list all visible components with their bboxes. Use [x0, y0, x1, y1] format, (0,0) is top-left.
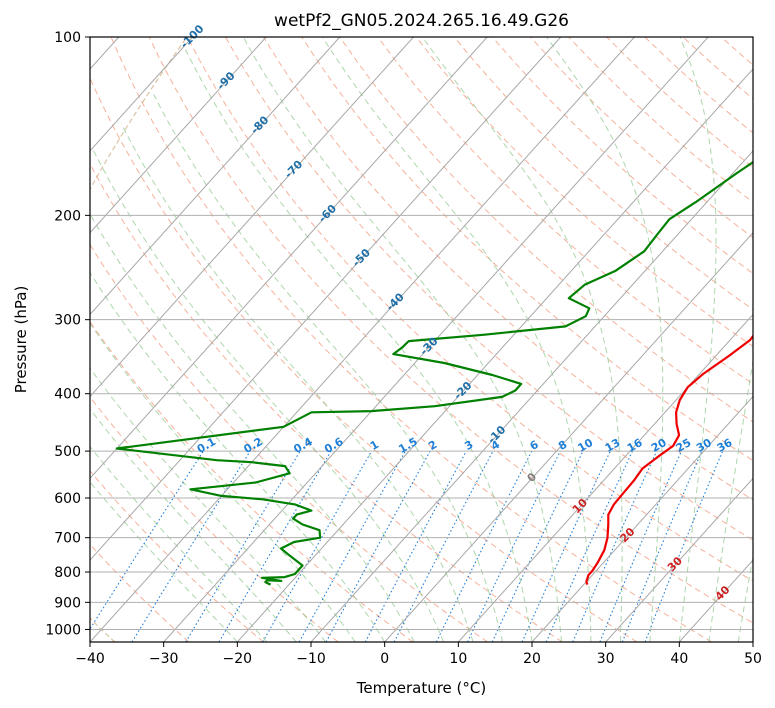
mixing-ratio-line: [90, 450, 204, 630]
temperature-profile-line: [585, 334, 753, 585]
x-tick-label: 50: [744, 651, 762, 667]
moist-adiabat-line: [708, 358, 753, 642]
pressure-grid: [90, 37, 753, 630]
isotherm-line: [90, 37, 267, 234]
y-tick-label: 400: [54, 387, 81, 403]
x-axis-title: Temperature (°C): [356, 679, 486, 697]
moist-adiabat-line: [90, 322, 356, 642]
x-tick-label: −10: [296, 651, 326, 667]
mixing-ratio-line: [621, 450, 703, 642]
mixing-ratio-line: [572, 450, 658, 642]
profile-series: [115, 160, 753, 586]
x-tick-label: −20: [223, 651, 253, 667]
moist-adiabat-line: [90, 367, 327, 642]
dry-adiabat-line: [90, 543, 190, 642]
dry-adiabat-line: [377, 37, 753, 385]
dry-adiabat-line: [415, 37, 753, 348]
mixing-ratio-line: [599, 450, 682, 642]
y-tick-label: 700: [54, 531, 81, 547]
mixing-ratio-line: [364, 450, 467, 642]
x-tick-label: −30: [149, 651, 179, 667]
dewpoint-profile-line: [115, 160, 753, 586]
isotherm-line: [457, 313, 753, 642]
dry-adiabat-line: [90, 396, 339, 642]
isotherm-line: [752, 641, 753, 642]
y-tick-label: 900: [54, 595, 81, 611]
y-tick-label: 600: [54, 491, 81, 507]
dry-adiabat-line: [90, 162, 563, 642]
mixing-ratio-line: [644, 450, 724, 642]
x-tick-label: −40: [75, 651, 105, 667]
isotherm-line: [310, 150, 753, 642]
moist-adiabat-line: [546, 37, 664, 642]
x-tick-label: 20: [523, 651, 541, 667]
y-tick-label: 300: [54, 313, 81, 329]
isotherm-line: [90, 37, 414, 398]
dry-adiabat-line: [90, 470, 264, 642]
chart-title: wetPf2_GN05.2024.265.16.49.G26: [274, 11, 569, 31]
mixing-ratio-line: [298, 450, 406, 642]
dry-adiabat-line: [148, 37, 753, 624]
mixing-ratio-line: [325, 450, 431, 642]
y-tick-label: 100: [54, 30, 81, 46]
moist-adiabat-line: [242, 37, 562, 642]
dry-adiabat-line: [110, 37, 712, 642]
moist-adiabat-line: [90, 408, 297, 642]
moist-adiabat-line: [678, 37, 717, 642]
moist-adiabat-line: [90, 271, 386, 642]
isotherm-line: [90, 37, 193, 152]
isotherm-line: [384, 232, 753, 642]
isotherm-line: [90, 37, 488, 480]
dry-adiabat-line: [90, 243, 488, 642]
y-axis-title: Pressure (hPa): [12, 286, 30, 394]
isotherm-line: [605, 477, 753, 642]
isotherm-line: [236, 68, 753, 642]
dry-adiabat-line: [453, 37, 753, 311]
moist-adiabat-line: [120, 123, 474, 642]
dry-adiabat-line: [759, 37, 775, 642]
moist-adiabat-line: [90, 481, 238, 642]
y-tick-label: 200: [54, 208, 81, 224]
isotherm-line: [90, 37, 635, 642]
mixing-ratio-line: [435, 450, 533, 642]
y-tick-label: 800: [54, 565, 81, 581]
mixing-ratio-line: [545, 450, 633, 642]
y-tick-label: 1000: [45, 622, 81, 638]
x-tick-label: 40: [670, 651, 688, 667]
isotherm-line: [90, 37, 562, 561]
x-tick-label: 30: [597, 651, 615, 667]
x-tick-label: 0: [380, 651, 389, 667]
plot-frame: [89, 36, 754, 643]
moist-adiabat-line: [185, 49, 533, 642]
moist-adiabat-line: [90, 212, 415, 642]
isotherm-line: [90, 37, 341, 316]
isotherm-line: [531, 395, 753, 642]
x-tick-label: 10: [449, 651, 467, 667]
moist-adiabat-line: [421, 37, 623, 642]
moist-adiabat-line: [322, 37, 592, 642]
y-tick-label: 500: [54, 444, 81, 460]
moist-adiabat-line: [737, 554, 753, 642]
axis-ticks: −40 −30 −20 −10 0 10 20 30 40 50 100 200 300 400 500 60…: [45, 30, 762, 667]
